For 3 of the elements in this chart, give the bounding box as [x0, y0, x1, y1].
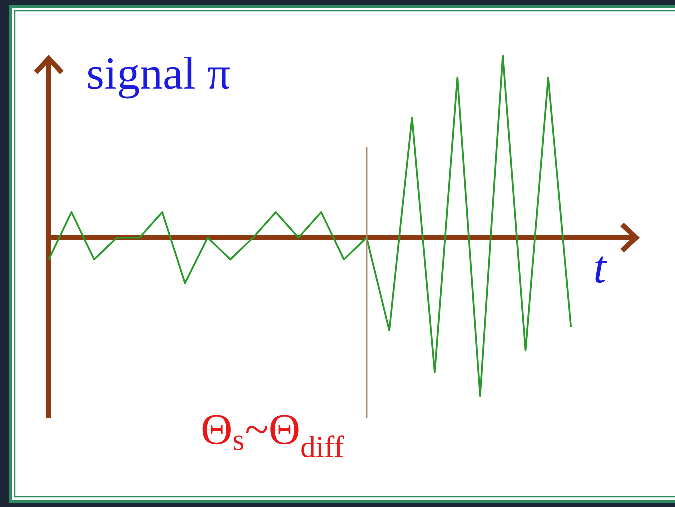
y-axis-title: signal π	[88, 57, 230, 99]
x-axis-title: t	[596, 256, 608, 284]
text: Θ$_{s}$~Θ$_{diff}$	[202, 415, 344, 458]
